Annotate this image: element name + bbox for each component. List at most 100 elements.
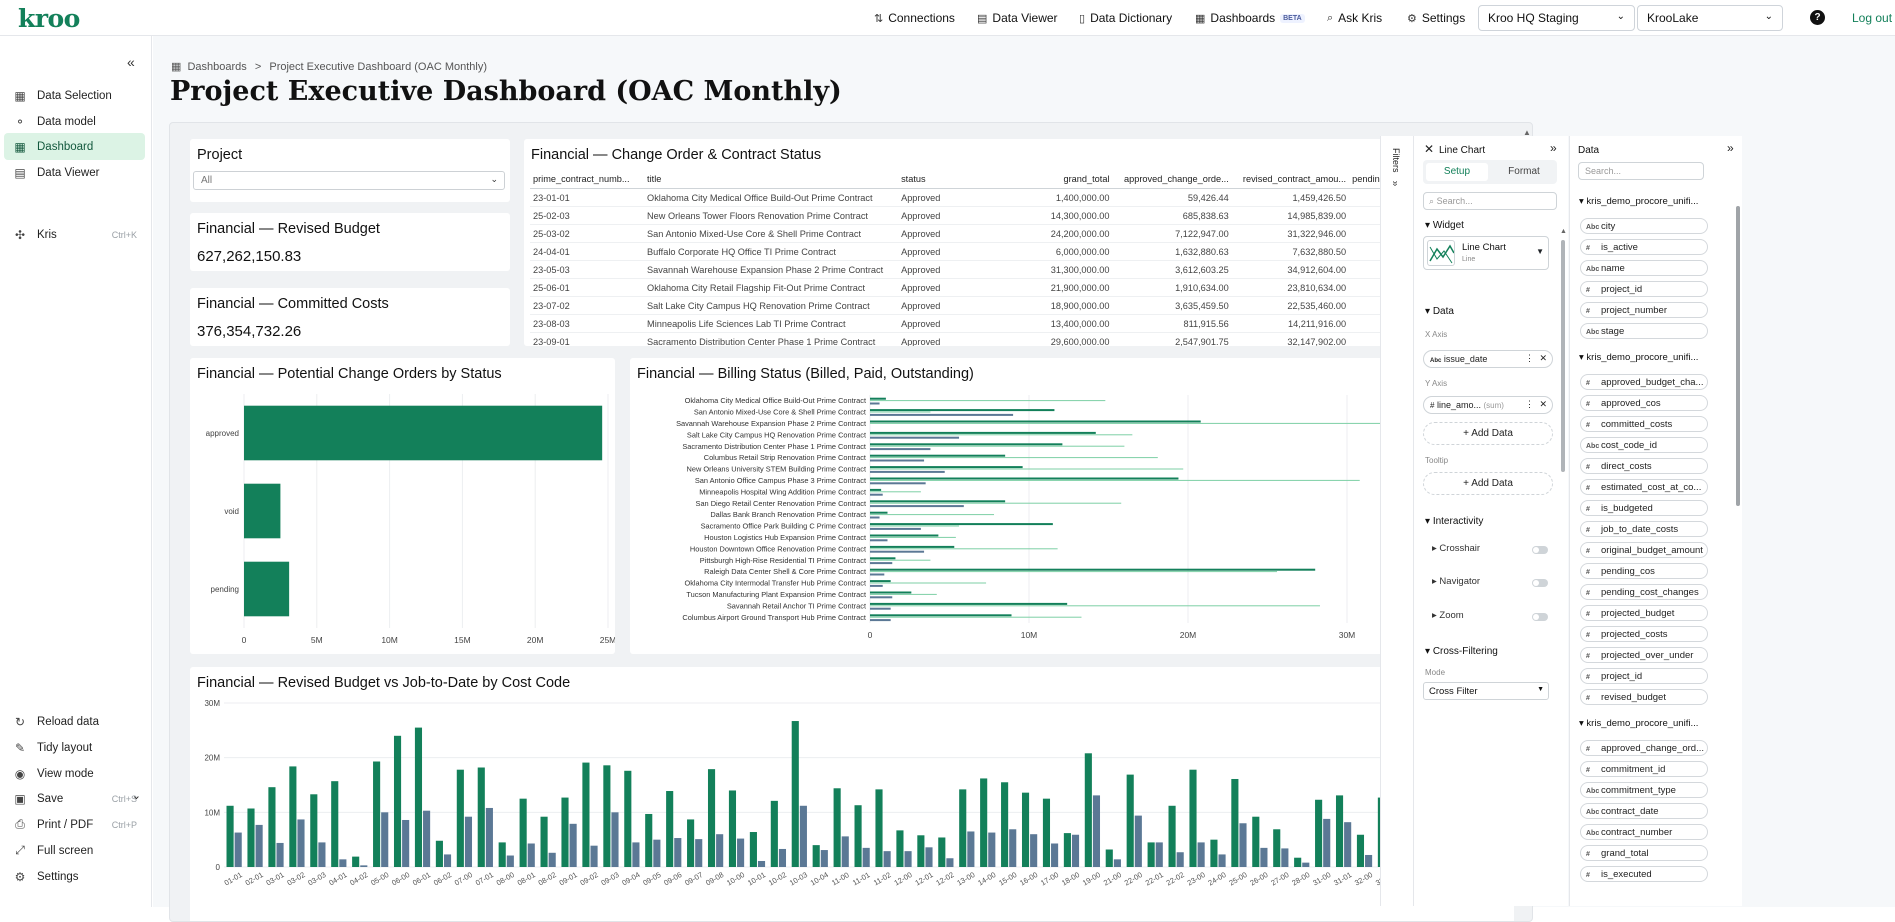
bar[interactable] — [1092, 795, 1101, 867]
bar[interactable] — [988, 832, 996, 867]
bar[interactable] — [870, 470, 945, 473]
bar[interactable] — [870, 523, 1053, 526]
bar[interactable] — [959, 789, 967, 867]
close-icon[interactable]: ✕ — [1424, 142, 1435, 156]
field-approved_change_ord[interactable]: # approved_change_ord... — [1580, 740, 1708, 756]
bar[interactable] — [381, 812, 389, 867]
add-tooltip-data-button[interactable]: + Add Data — [1423, 472, 1553, 495]
field-is_active[interactable]: # is_active — [1580, 239, 1708, 255]
bar[interactable] — [611, 812, 619, 867]
field-committed_costs[interactable]: # committed_costs — [1580, 416, 1708, 432]
field-approved_budget_cha[interactable]: # approved_budget_cha... — [1580, 374, 1708, 390]
table-row[interactable]: 23-07-02 Salt Lake City Campus HQ Renovat… — [530, 296, 1490, 315]
lake-select[interactable]: KrooLake ⌄ — [1637, 5, 1783, 31]
collapse-sidebar-icon[interactable]: « — [127, 54, 135, 70]
bar[interactable] — [1197, 842, 1205, 867]
sidebar-item-dashboard[interactable]: ▦ Dashboard — [4, 133, 145, 160]
bar[interactable] — [414, 727, 423, 867]
bar[interactable] — [268, 787, 276, 867]
bar[interactable] — [234, 832, 242, 867]
section-cross-filtering[interactable]: ▾ Cross-Filtering — [1425, 646, 1498, 657]
field-estimated_cost_at_co[interactable]: # estimated_cost_at_co... — [1580, 479, 1708, 495]
bar[interactable] — [728, 790, 737, 867]
field-is_budgeted[interactable]: # is_budgeted — [1580, 500, 1708, 516]
bar[interactable] — [244, 561, 290, 617]
bar[interactable] — [1335, 795, 1344, 867]
bar[interactable] — [870, 545, 955, 548]
bar[interactable] — [339, 859, 347, 867]
bar[interactable] — [870, 593, 937, 595]
mode-select[interactable]: Cross Filter ▼ — [1423, 682, 1549, 700]
bar[interactable] — [870, 431, 1096, 434]
bar[interactable] — [498, 842, 506, 867]
bar[interactable] — [870, 505, 964, 508]
bar[interactable] — [519, 798, 527, 867]
bar[interactable] — [1155, 842, 1163, 867]
bar[interactable] — [938, 837, 946, 867]
bar[interactable] — [737, 838, 745, 867]
field-project_id[interactable]: # project_id — [1580, 668, 1708, 684]
help-icon[interactable]: ? — [1810, 10, 1825, 25]
bar[interactable] — [360, 865, 368, 867]
bar[interactable] — [464, 816, 473, 867]
crosshair-row[interactable]: ▸ Crosshair — [1432, 543, 1480, 554]
bar[interactable] — [582, 762, 590, 867]
bar[interactable] — [1009, 829, 1017, 867]
bar[interactable] — [1356, 834, 1365, 867]
bar[interactable] — [1281, 848, 1289, 867]
bar[interactable] — [527, 843, 535, 867]
section-widget[interactable]: ▾ Widget — [1425, 220, 1464, 231]
column-header[interactable]: title — [644, 171, 899, 189]
bar[interactable] — [870, 409, 1055, 412]
table-row[interactable]: 24-04-01 Buffalo Corporate HQ Office TI P… — [530, 242, 1490, 261]
x-axis-field-pill[interactable]: Abc issue_date ⋮ ✕ — [1423, 350, 1553, 368]
bar[interactable] — [1030, 834, 1038, 867]
bar[interactable] — [1189, 769, 1197, 867]
sidebar-action-save[interactable]: ▣ Save Ctrl+S ⌄ — [4, 785, 145, 812]
bar[interactable] — [870, 619, 891, 622]
logout-link[interactable]: Log out — [1852, 11, 1893, 25]
environment-select[interactable]: Kroo HQ Staging ⌄ — [1478, 5, 1635, 31]
bar[interactable] — [1365, 854, 1373, 867]
bar[interactable] — [1001, 782, 1009, 867]
bar[interactable] — [603, 765, 611, 867]
y-axis-field-pill[interactable]: # line_amo... (sum) ⋮ ✕ — [1423, 396, 1553, 414]
bar[interactable] — [297, 819, 305, 867]
column-header[interactable]: approved_change_orde... — [1112, 171, 1232, 189]
bar[interactable] — [870, 584, 883, 587]
table-row[interactable]: 23-09-01 Sacramento Distribution Center P… — [530, 332, 1490, 346]
project-filter-widget[interactable]: Project All ⌄ — [190, 139, 510, 202]
bar[interactable] — [799, 805, 807, 867]
billing-status-widget[interactable]: Financial — Billing Status (Billed, Paid… — [630, 358, 1514, 654]
bar[interactable] — [870, 500, 1006, 503]
nav-data-dictionary[interactable]: ▯ Data Dictionary — [1079, 0, 1172, 36]
add-y-data-button[interactable]: + Add Data — [1423, 422, 1553, 445]
bar[interactable] — [1113, 859, 1121, 867]
bar[interactable] — [1252, 816, 1260, 867]
bar[interactable] — [870, 445, 1125, 447]
bar[interactable] — [393, 735, 402, 867]
bar[interactable] — [485, 807, 493, 867]
table-row[interactable]: 23-01-01 Oklahoma City Medical Office Bui… — [530, 188, 1490, 207]
field-pending_cos[interactable]: # pending_cos — [1580, 563, 1708, 579]
bar[interactable] — [1273, 829, 1281, 867]
bar[interactable] — [870, 434, 1133, 436]
bar[interactable] — [1105, 849, 1113, 867]
remove-icon[interactable]: ✕ — [1539, 353, 1547, 363]
bar[interactable] — [870, 411, 931, 413]
kroo-logo[interactable]: kroo — [18, 4, 80, 33]
bar[interactable] — [540, 816, 548, 867]
field-direct_costs[interactable]: # direct_costs — [1580, 458, 1708, 474]
bar[interactable] — [870, 443, 1063, 446]
zoom-toggle[interactable] — [1532, 613, 1548, 621]
more-icon[interactable]: ⋮ — [1525, 353, 1534, 363]
bar[interactable] — [870, 516, 880, 519]
zoom-row[interactable]: ▸ Zoom — [1432, 610, 1464, 621]
table-row[interactable]: 25-02-03 New Orleans Tower Floors Renovat… — [530, 206, 1490, 225]
nav-data-viewer[interactable]: ▤ Data Viewer — [977, 0, 1058, 36]
revised-budget-kpi-widget[interactable]: Financial — Revised Budget 627,262,150.8… — [190, 213, 510, 271]
field-name[interactable]: Abc name — [1580, 260, 1708, 276]
bar[interactable] — [870, 568, 1316, 571]
bar[interactable] — [870, 596, 893, 599]
sidebar-action-full-screen[interactable]: ⤢ Full screen — [4, 837, 145, 864]
